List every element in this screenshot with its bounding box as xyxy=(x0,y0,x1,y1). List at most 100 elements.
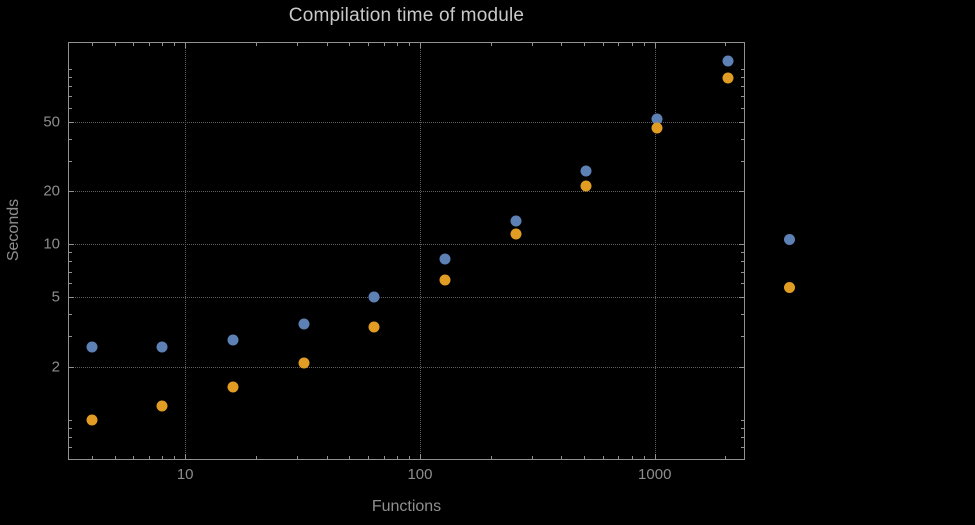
y-tick xyxy=(741,314,744,316)
x-tick xyxy=(618,43,620,46)
x-tick xyxy=(725,43,727,46)
data-point-series-2-orange xyxy=(298,357,310,369)
x-tick-label: 1000 xyxy=(638,466,672,483)
x-tick xyxy=(148,43,150,46)
y-tick xyxy=(69,367,74,369)
y-gridline xyxy=(69,121,744,123)
y-tick xyxy=(69,261,72,263)
y-tick xyxy=(69,244,74,246)
x-tick xyxy=(419,454,421,459)
y-tick-label: 5 xyxy=(51,288,60,306)
y-axis-label: Seconds xyxy=(5,198,22,262)
y-gridline xyxy=(69,191,744,193)
y-gridline xyxy=(69,244,744,246)
x-tick xyxy=(602,43,604,46)
x-tick xyxy=(133,456,135,459)
x-tick xyxy=(367,43,369,46)
x-tick xyxy=(297,43,299,46)
data-point-series-2-orange xyxy=(156,400,168,412)
x-tick xyxy=(349,456,351,459)
y-tick xyxy=(739,191,744,193)
y-tick xyxy=(741,336,744,338)
x-tick xyxy=(409,456,411,459)
y-tick xyxy=(741,85,744,87)
data-point-series-2-orange xyxy=(651,122,663,134)
legend-marker-blue xyxy=(784,234,795,245)
x-tick xyxy=(162,43,164,46)
plot-area: 10 100 1000 2 5 10 20 50 xyxy=(43,42,745,483)
y-tick xyxy=(69,121,74,123)
y-gridline xyxy=(69,367,744,369)
x-tick xyxy=(326,43,328,46)
y-tick xyxy=(69,447,72,449)
x-gridline xyxy=(654,43,656,459)
x-tick xyxy=(162,456,164,459)
y-tick xyxy=(69,459,72,460)
y-tick xyxy=(741,68,744,70)
y-tick xyxy=(739,121,744,123)
x-tick xyxy=(397,456,399,459)
y-tick xyxy=(741,138,744,140)
x-gridline xyxy=(185,43,187,459)
x-tick xyxy=(654,43,656,48)
y-tick xyxy=(69,85,72,87)
x-tick xyxy=(367,456,369,459)
y-tick xyxy=(69,420,72,422)
x-tick xyxy=(148,456,150,459)
x-tick xyxy=(643,456,645,459)
y-tick xyxy=(69,336,72,338)
x-tick xyxy=(174,43,176,46)
data-point-series-1-blue xyxy=(580,165,592,177)
x-tick xyxy=(133,43,135,46)
x-tick xyxy=(584,43,586,46)
x-tick xyxy=(561,43,563,46)
data-point-series-2-orange xyxy=(510,228,522,240)
y-tick xyxy=(741,107,744,109)
x-tick xyxy=(383,43,385,46)
x-tick xyxy=(490,456,492,459)
x-tick xyxy=(91,43,93,46)
x-tick xyxy=(383,456,385,459)
x-tick xyxy=(631,43,633,46)
y-tick xyxy=(69,283,72,285)
x-tick xyxy=(255,43,257,46)
data-point-series-1-blue xyxy=(298,318,310,330)
x-tick xyxy=(618,456,620,459)
data-point-series-1-blue xyxy=(651,113,663,125)
x-tick xyxy=(397,43,399,46)
y-tick xyxy=(69,76,72,78)
x-tick xyxy=(114,456,116,459)
y-tick xyxy=(69,68,72,70)
x-tick xyxy=(185,454,187,459)
x-gridline xyxy=(419,43,421,459)
y-tick xyxy=(741,261,744,263)
data-point-series-2-orange xyxy=(227,381,239,393)
y-tick xyxy=(69,314,72,316)
y-tick xyxy=(741,160,744,162)
y-tick xyxy=(741,459,744,460)
y-tick xyxy=(69,271,72,273)
y-gridline xyxy=(69,297,744,299)
x-tick xyxy=(654,454,656,459)
data-point-series-1-blue xyxy=(86,341,98,353)
x-tick xyxy=(255,456,257,459)
y-tick xyxy=(741,420,744,422)
data-point-series-1-blue xyxy=(510,215,522,227)
x-tick xyxy=(643,43,645,46)
y-tick xyxy=(741,437,744,439)
chart-title: Compilation time of module xyxy=(288,5,525,26)
x-tick xyxy=(297,456,299,459)
x-tick-label: 100 xyxy=(407,466,433,483)
legend-marker-orange xyxy=(784,282,795,293)
y-tick xyxy=(69,107,72,109)
data-point-series-1-blue xyxy=(368,291,380,303)
data-point-series-2-orange xyxy=(580,180,592,192)
x-tick xyxy=(584,456,586,459)
y-tick xyxy=(69,437,72,439)
y-tick xyxy=(741,76,744,78)
y-tick xyxy=(69,95,72,97)
y-tick-label: 20 xyxy=(43,182,60,200)
y-tick xyxy=(741,95,744,97)
x-tick xyxy=(419,43,421,48)
y-tick xyxy=(739,367,744,369)
